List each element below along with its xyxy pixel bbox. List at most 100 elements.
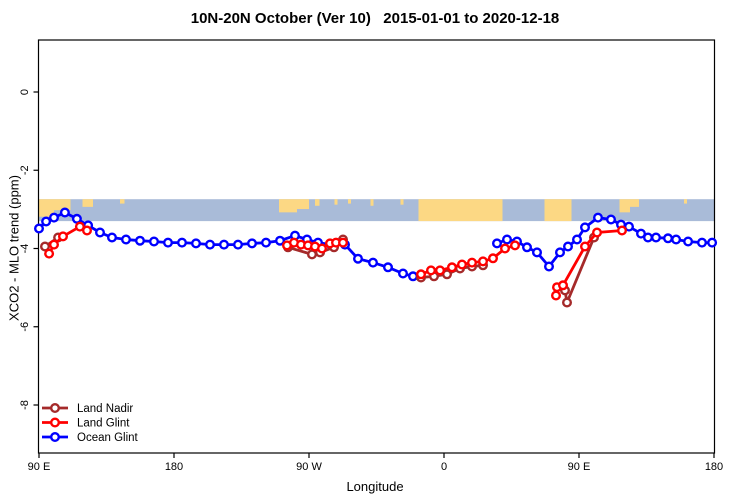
series-land-nadir-marker [307, 249, 318, 260]
y-tick-label: -2 [19, 165, 31, 175]
series-land-glint-marker [457, 259, 468, 270]
x-tick-label: 90 W [296, 461, 322, 473]
legend-label-land-glint: Land Glint [77, 418, 130, 430]
series-land-glint-marker [81, 225, 92, 236]
series-ocean-glint-marker [636, 228, 647, 239]
y-tick-label: -4 [19, 244, 31, 254]
map-band-land [297, 199, 309, 210]
series-ocean-glint-marker [572, 234, 583, 245]
map-band-land [315, 199, 320, 206]
series-ocean-glint-marker [555, 247, 566, 258]
series-ocean-glint-marker [71, 213, 82, 224]
map-band-land [348, 199, 351, 204]
map-band-land [544, 199, 572, 222]
x-axis-label: Longitude [346, 479, 404, 494]
series-ocean-glint-marker [624, 221, 635, 232]
series-land-glint-marker [338, 237, 349, 248]
series-land-glint-marker [617, 225, 628, 236]
x-tick-label: 180 [165, 461, 183, 473]
series-land-glint-marker [49, 239, 60, 250]
series-ocean-glint-marker [134, 235, 145, 246]
map-band-land [684, 199, 687, 204]
series-land-glint-marker [74, 221, 85, 232]
map-band-land [400, 199, 404, 205]
series-land-nadir-marker [442, 269, 453, 280]
legend-label-land-nadir: Land Nadir [77, 403, 133, 415]
series-ocean-glint-marker [59, 207, 70, 218]
series-land-glint-marker [58, 231, 69, 242]
series-ocean-glint-marker [408, 271, 419, 282]
x-tick-label: 90 E [28, 461, 51, 473]
y-tick-label: 0 [19, 89, 31, 95]
series-land-glint-marker [500, 243, 511, 254]
map-band-land [418, 199, 503, 222]
legend-marker-land-glint [50, 417, 61, 428]
series-land-glint-marker [558, 280, 569, 291]
map-band-land [619, 199, 630, 213]
series-land-nadir-marker [40, 241, 51, 252]
series-ocean-glint-marker [94, 227, 105, 238]
map-band-land [39, 199, 54, 217]
series-ocean-glint-marker [275, 235, 286, 246]
series-ocean-glint-marker [663, 233, 674, 244]
series-ocean-glint-marker [522, 242, 533, 253]
series-ocean-glint-marker [41, 216, 52, 227]
series-ocean-glint-marker [176, 237, 187, 248]
series-ocean-glint-marker [49, 212, 60, 223]
series-land-glint-marker [510, 240, 521, 251]
series-land-nadir-marker [562, 297, 573, 308]
series-land-glint-marker [478, 256, 489, 267]
series-ocean-glint-marker [383, 262, 394, 273]
y-tick-label: -8 [19, 400, 31, 410]
x-tick-label: 90 E [568, 461, 591, 473]
series-ocean-glint-marker [106, 232, 117, 243]
series-land-glint-marker [447, 262, 458, 273]
series-land-glint-marker [488, 253, 499, 264]
series-ocean-glint-marker [580, 222, 591, 233]
series-land-glint-marker [551, 290, 562, 301]
map-band-land [370, 199, 374, 206]
series-ocean-glint-marker [563, 241, 574, 252]
map-band-land [54, 199, 71, 211]
series-ocean-glint-marker [606, 214, 617, 225]
map-band-land [630, 199, 639, 207]
x-tick-label: 180 [705, 461, 723, 473]
series-ocean-glint-marker [643, 232, 654, 243]
y-tick-label: -6 [19, 322, 31, 332]
plot-box [37, 39, 716, 454]
series-ocean-glint-marker [697, 237, 708, 248]
x-tick-label: 0 [441, 461, 447, 473]
series-land-glint-marker [592, 227, 603, 238]
series-ocean-glint-marker [353, 253, 364, 264]
map-band-land [82, 199, 93, 207]
map-band-land [279, 199, 297, 213]
series-ocean-glint-marker [148, 236, 159, 247]
series-land-glint-marker [317, 243, 328, 254]
series-ocean-glint-marker [683, 236, 694, 247]
series-ocean-glint-marker [190, 238, 201, 249]
series-ocean-glint-marker [492, 238, 503, 249]
series-ocean-glint-marker [398, 268, 409, 279]
legend-marker-ocean-glint [50, 432, 61, 443]
series-ocean-glint-marker [204, 239, 215, 250]
series-land-glint-marker [44, 248, 55, 259]
series-ocean-glint-marker [532, 247, 543, 258]
chart-title: 10N-20N October (Ver 10) 2015-01-01 to 2… [190, 10, 560, 27]
legend-marker-land-nadir [50, 403, 61, 414]
series-ocean-glint-marker [34, 223, 45, 234]
legend-label-ocean-glint: Ocean Glint [77, 432, 139, 444]
series-ocean-glint-marker [218, 239, 229, 250]
series-land-glint-marker [435, 265, 446, 276]
series-ocean-glint-marker [671, 234, 682, 245]
series-land-glint-marker [426, 265, 437, 276]
series-ocean-glint-marker [368, 257, 379, 268]
series-ocean-glint-marker [651, 232, 662, 243]
map-band-land [334, 199, 338, 205]
series-ocean-glint-marker [120, 234, 131, 245]
series-ocean-glint-marker [707, 237, 718, 248]
series-ocean-glint-marker [162, 237, 173, 248]
series-ocean-glint-marker [593, 212, 604, 223]
series-ocean-glint-marker [502, 234, 513, 245]
